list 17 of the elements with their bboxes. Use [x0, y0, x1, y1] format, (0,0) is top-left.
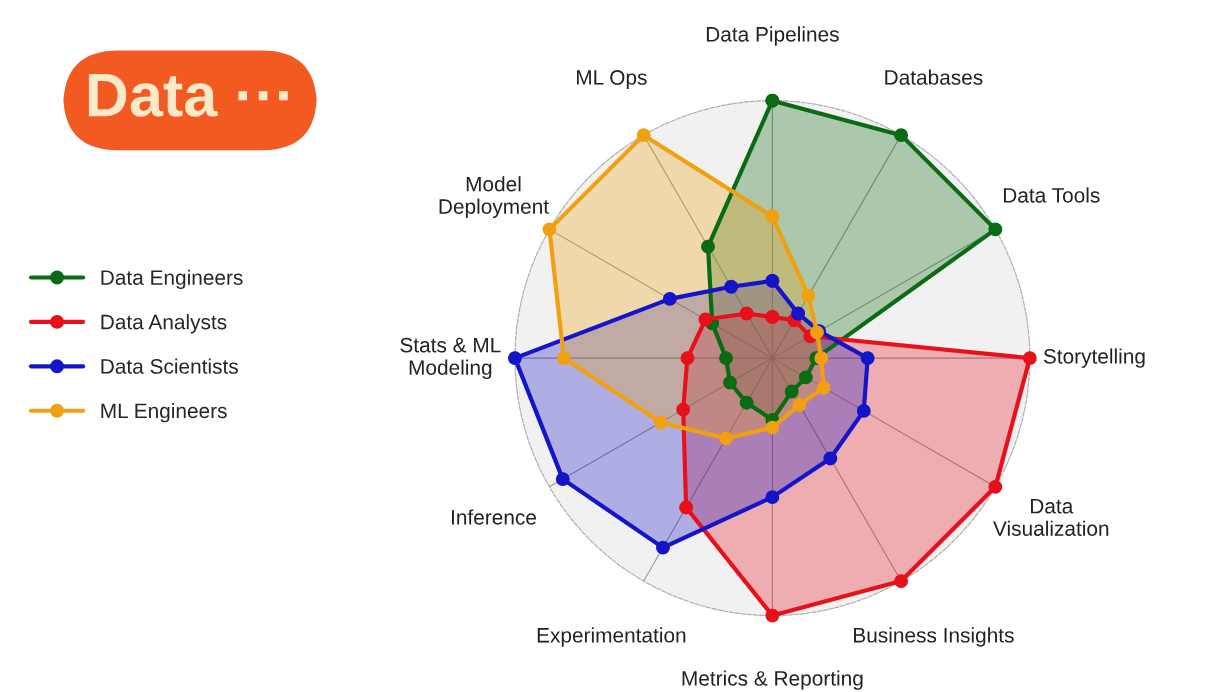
spoke-label: Data Visualization — [993, 498, 1109, 536]
legend-label: ML Engineers — [101, 402, 227, 423]
spoke-label: Model Deployment — [439, 176, 549, 219]
spoke-label: Inference — [451, 509, 536, 525]
spoke-label: Stats & ML Modeling — [400, 337, 501, 380]
spoke-label: Databases — [885, 69, 983, 85]
spoke-label: Business Insights — [854, 627, 1014, 647]
spoke-label: Experimentation — [537, 627, 686, 647]
spoke-label: Data Pipelines — [706, 26, 839, 46]
spoke-label: Storytelling — [1043, 348, 1145, 368]
legend-label: Data Engineers — [101, 269, 243, 290]
spoke-label: Metrics & Reporting — [682, 670, 863, 690]
text: Data ··· — [88, 74, 288, 117]
legend-label: Data Scientists — [101, 358, 238, 374]
spoke-label: ML Ops — [576, 70, 647, 89]
legend-label: Data Analysts — [101, 314, 227, 334]
spoke-label: Data Tools — [1003, 187, 1100, 203]
